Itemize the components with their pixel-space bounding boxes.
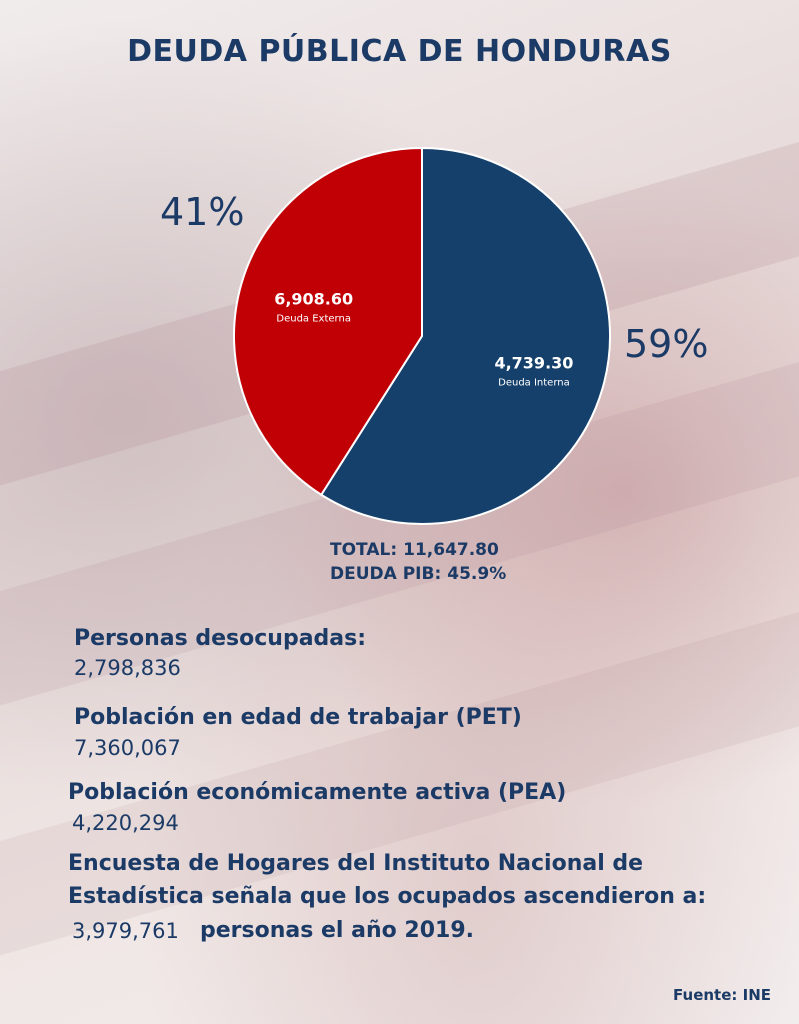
pie-percent-externa: 41% — [160, 190, 245, 234]
stat-label-pea: Población económicamente activa (PEA) — [68, 780, 567, 805]
survey-line-1: Encuesta de Hogares del Instituto Nacion… — [68, 851, 644, 876]
source-note: Fuente: INE — [673, 986, 771, 1004]
survey-number: 3,979,761 — [72, 919, 179, 943]
pib-row: DEUDA PIB: 45.9% — [330, 564, 506, 584]
stat-label-pet: Población en edad de trabajar (PET) — [74, 705, 522, 730]
stat-value-pet: 7,360,067 — [74, 736, 181, 760]
survey-tail: personas el año 2019. — [200, 918, 474, 943]
stat-label-desocupadas: Personas desocupadas: — [74, 626, 367, 651]
total-value: 11,647.80 — [403, 540, 499, 560]
pie-slice-interna-name-label: Deuda Interna — [498, 378, 570, 389]
pib-label: DEUDA PIB: — [330, 564, 442, 584]
stat-value-desocupadas: 2,798,836 — [74, 656, 181, 680]
pie-slice-externa-name-label: Deuda Externa — [276, 314, 351, 325]
pie-slice-interna-value-label: 4,739.30 — [494, 354, 573, 373]
pie-percent-interna: 59% — [624, 322, 709, 366]
total-row: TOTAL: 11,647.80 — [330, 540, 499, 560]
pie-slice-externa-value-label: 6,908.60 — [274, 290, 353, 309]
survey-line-2: Estadística señala que los ocupados asce… — [68, 884, 707, 909]
stat-value-pea: 4,220,294 — [72, 811, 179, 835]
total-label: TOTAL: — [330, 540, 398, 560]
pie-slice-externa — [233, 146, 423, 497]
pie-slice-interna — [319, 146, 611, 525]
pib-value: 45.9% — [447, 564, 507, 584]
page-title: DEUDA PÚBLICA DE HONDURAS — [127, 34, 672, 69]
